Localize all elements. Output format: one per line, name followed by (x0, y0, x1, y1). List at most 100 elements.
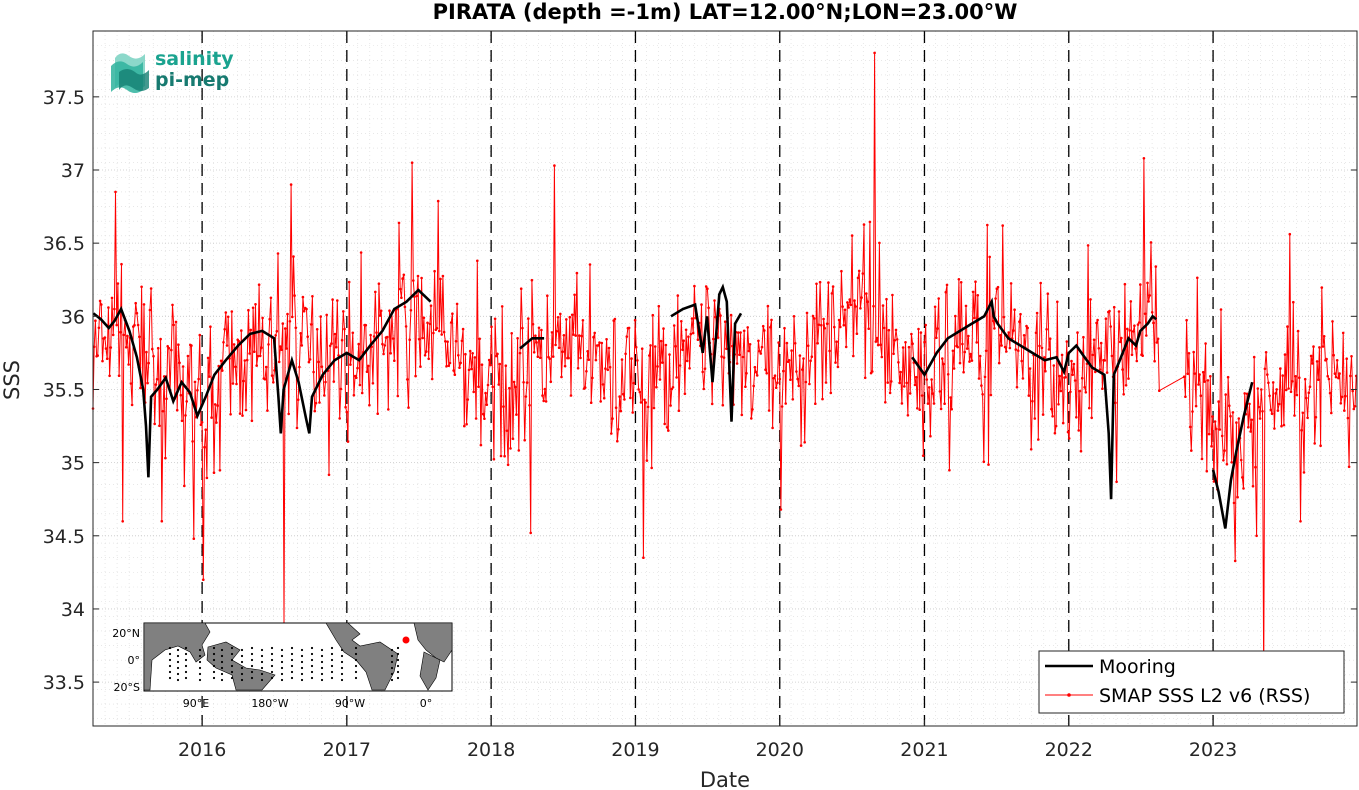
array-dot (280, 666, 284, 670)
smap-point (1044, 369, 1047, 373)
smap-point (1204, 342, 1207, 345)
smap-point (381, 342, 384, 346)
smap-point (642, 556, 645, 559)
smap-point (667, 429, 670, 432)
array-dot (184, 658, 188, 662)
smap-point (92, 345, 96, 349)
smap-point (821, 397, 824, 401)
smap-point (212, 471, 216, 475)
smap-point (1247, 426, 1250, 429)
smap-point (98, 299, 102, 303)
smap-point (983, 375, 987, 379)
smap-point (578, 334, 581, 337)
array-dot (280, 678, 284, 682)
smap-point (710, 402, 714, 406)
smap-point (1089, 298, 1092, 301)
smap-point (952, 367, 956, 370)
smap-point (499, 454, 503, 458)
smap-point (753, 365, 757, 369)
smap-point (593, 331, 596, 335)
smap-point (653, 345, 657, 348)
smap-point (803, 441, 806, 444)
smap-point (1190, 449, 1193, 452)
smap-point (294, 326, 298, 330)
smap-point (770, 318, 773, 322)
smap-point (617, 428, 620, 431)
smap-point (925, 378, 929, 381)
array-dot (198, 672, 202, 676)
array-dot (300, 678, 304, 682)
smap-point (145, 350, 148, 354)
smap-point (517, 449, 521, 452)
smap-point (567, 356, 570, 360)
smap-point (531, 322, 535, 326)
smap-point (997, 361, 1001, 365)
array-dot (340, 666, 344, 670)
smap-point (1200, 457, 1204, 461)
smap-point (663, 422, 666, 426)
smap-point (874, 340, 878, 343)
smap-point (825, 322, 829, 326)
series-line-mooring (1211, 381, 1254, 529)
smap-point (600, 341, 604, 345)
smap-point (463, 424, 466, 428)
smap-point (766, 304, 770, 308)
smap-point (1058, 374, 1061, 378)
smap-point (769, 326, 772, 329)
inset-lon-label: 180°W (251, 697, 288, 710)
smap-point (976, 294, 980, 297)
array-dot (320, 666, 324, 670)
smap-point (1242, 487, 1245, 490)
smap-point (656, 365, 659, 368)
smap-point (1022, 334, 1026, 337)
smap-point (1192, 350, 1195, 354)
smap-point (1108, 309, 1111, 313)
array-dot (176, 660, 180, 664)
smap-point (170, 348, 173, 352)
smap-point (515, 413, 518, 416)
smap-point (204, 428, 207, 432)
smap-point (535, 341, 538, 344)
smap-point (357, 342, 361, 346)
array-dot (320, 678, 324, 682)
smap-point (764, 368, 767, 372)
smap-point (1263, 367, 1267, 371)
smap-point (1129, 300, 1133, 303)
smap-point (116, 282, 120, 285)
smap-point (763, 329, 766, 332)
smap-point (468, 349, 472, 353)
smap-point (245, 358, 249, 362)
smap-point (355, 376, 358, 380)
smap-point (739, 331, 742, 334)
smap-point (1236, 495, 1239, 499)
smap-point (1286, 325, 1289, 328)
smap-point (1142, 157, 1146, 160)
smap-point (662, 327, 665, 330)
smap-point (623, 398, 626, 401)
smap-point (538, 356, 542, 360)
array-dot (340, 660, 344, 664)
smap-point (425, 350, 428, 353)
smap-point (1076, 331, 1079, 334)
smap-point (320, 365, 324, 369)
smap-point (841, 305, 844, 308)
smap-point (1334, 375, 1338, 379)
smap-point (1298, 376, 1301, 380)
smap-point (751, 408, 754, 411)
smap-point (636, 359, 639, 362)
smap-point (924, 323, 927, 327)
smap-point (771, 426, 774, 430)
smap-point (159, 337, 162, 341)
smap-point (174, 320, 178, 324)
landmass-shape (419, 651, 441, 691)
smap-point (696, 338, 700, 342)
array-dot (184, 646, 188, 650)
smap-point (472, 390, 476, 394)
smap-point (776, 381, 779, 385)
series-line-mooring (92, 288, 432, 478)
smap-point (671, 386, 675, 389)
smap-point (1282, 423, 1286, 427)
array-dot (300, 660, 304, 664)
smap-point (646, 405, 650, 409)
smap-point (516, 337, 519, 340)
